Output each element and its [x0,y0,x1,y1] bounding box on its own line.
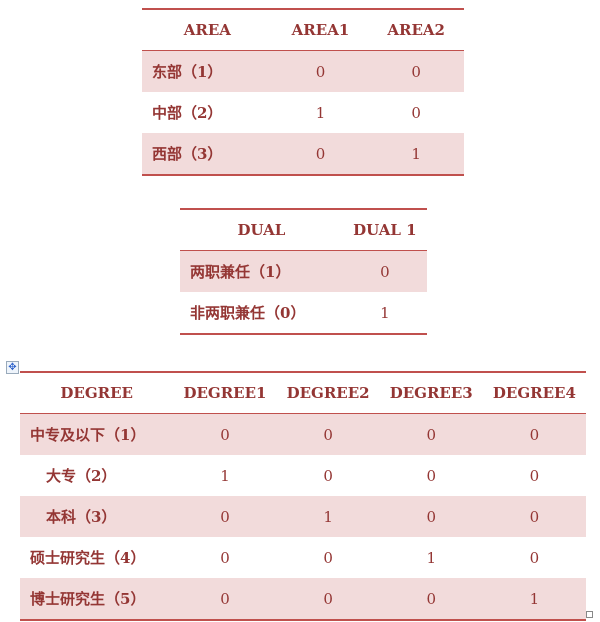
header-cell: DEGREE [20,372,174,414]
header-cell: DEGREE2 [276,372,380,414]
header-row: AREA AREA1 AREA2 [142,9,464,51]
cell: 0 [173,496,277,537]
table-row: 博士研究生（5） 0 0 0 1 [20,578,586,620]
table-row: 中部（2） 1 0 [142,92,464,133]
row-label: 西部（3） [142,133,273,175]
table-move-handle-icon[interactable]: ✥ [6,361,19,374]
cell: 0 [272,50,369,92]
table-row: 两职兼任（1） 0 [180,250,427,292]
row-label: 两职兼任（1） [180,250,343,292]
table-row: 中专及以下（1） 0 0 0 0 [20,413,586,455]
cell: 0 [173,578,277,620]
cell: 0 [482,496,586,537]
header-cell: AREA1 [272,9,369,51]
header-cell: DUAL [180,209,343,251]
cell: 1 [315,103,326,122]
header-cell: AREA [142,9,273,51]
cell: 0 [368,50,464,92]
cell: 0 [482,413,586,455]
header-cell: DEGREE3 [379,372,483,414]
cell: 0 [411,103,421,122]
row-label: 东部（1） [142,50,273,92]
table-row: 大专（2） 1 0 0 0 [20,455,586,496]
degree-table: DEGREE DEGREE1 DEGREE2 DEGREE3 DEGREE4 中专及以下… [20,371,586,621]
row-label: 中部（2） [152,104,223,122]
row-label: 博士研究生（5） [20,578,174,620]
header-cell: DUAL 1 [342,209,427,251]
table-row: 西部（3） 0 1 [142,133,464,175]
cell: 0 [379,496,483,537]
cell: 0 [379,578,483,620]
cell: 0 [220,548,230,567]
cell: 1 [380,303,390,322]
row-label: 本科（3） [20,496,174,537]
cell: 0 [272,133,369,175]
cell: 1 [276,496,380,537]
cell: 1 [426,548,437,567]
header-cell: AREA2 [368,9,464,51]
cell: 0 [342,250,427,292]
cell: 0 [529,466,540,485]
cell: 0 [426,466,437,485]
row-label: 大专（2） [46,467,117,485]
row-label: 非两职兼任（0） [190,304,306,322]
dual-table: DUAL DUAL 1 两职兼任（1） 0 非两职兼任（0） 1 [180,208,427,335]
cell: 0 [173,413,277,455]
table-row: 硕士研究生（4） 0 0 1 0 [20,537,586,578]
header-cell: DEGREE4 [482,372,586,414]
header-row: DUAL DUAL 1 [180,209,427,251]
cell: 1 [368,133,464,175]
cell: 0 [323,466,333,485]
header-row: DEGREE DEGREE1 DEGREE2 DEGREE3 DEGREE4 [20,372,586,414]
cell: 1 [482,578,586,620]
table-resize-handle[interactable] [586,611,593,618]
area-table: AREA AREA1 AREA2 东部（1） 0 0 中部（2） 1 0 西部（3） 0 1 [142,8,464,176]
header-cell: DEGREE1 [173,372,277,414]
cell: 0 [323,548,333,567]
table-row: 非两职兼任（0） 1 [180,292,427,334]
cell: 0 [276,413,380,455]
table-row: 东部（1） 0 0 [142,50,464,92]
cell: 1 [220,466,230,485]
table-row: 本科（3） 0 1 0 0 [20,496,586,537]
cell: 0 [379,413,483,455]
cell: 0 [276,578,380,620]
row-label: 硕士研究生（4） [30,549,146,567]
row-label: 中专及以下（1） [20,413,174,455]
cell: 0 [529,548,540,567]
